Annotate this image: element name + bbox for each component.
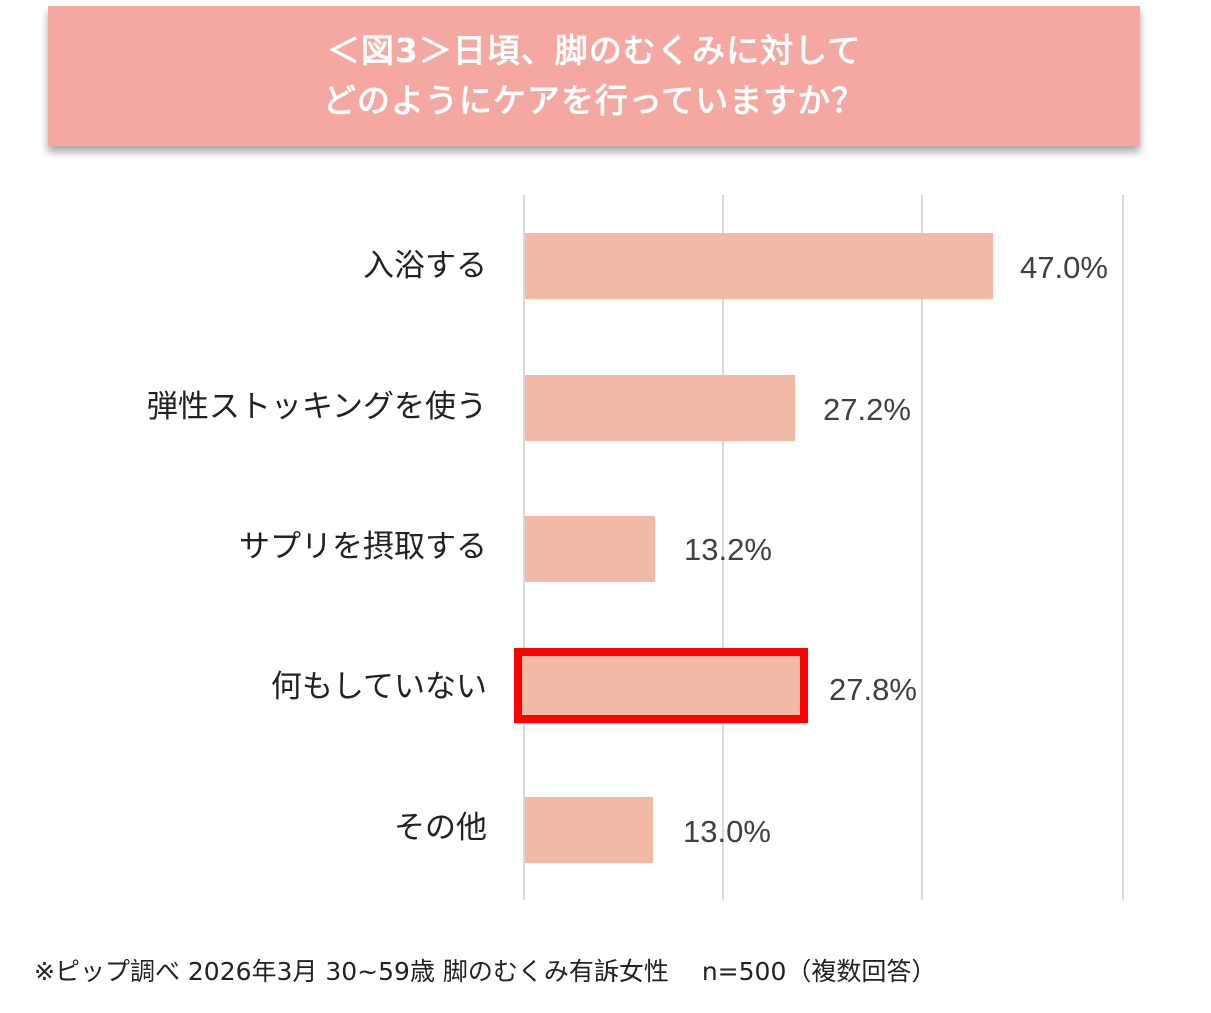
chart-title-line-1: ＜図3＞日頃、脚のむくみに対して [326,31,862,70]
gridline-20 [722,195,724,900]
bar-nothing-highlighted [514,648,808,723]
survey-footnote: ※ピップ調べ 2026年3月 30~59歳 脚のむくみ有訴女性 n=500（複数… [34,957,937,986]
value-label: 27.8% [829,672,917,707]
bar-supplements [525,516,655,582]
value-label: 47.0% [1020,250,1108,285]
bar-other [525,797,653,863]
value-label: 13.0% [683,814,771,849]
chart-title-line-2: どのようにケアを行っていますか？ [322,81,866,120]
gridline-40 [921,195,923,900]
category-label: 何もしていない [270,669,487,705]
gridline-60 [1122,195,1124,900]
bar-bathing [525,233,993,299]
category-label: 入浴する [363,248,487,284]
category-label: 弾性ストッキングを使う [146,389,487,425]
chart-title-banner: ＜図3＞日頃、脚のむくみに対して どのようにケアを行っていますか？ [48,6,1140,146]
category-label: サプリを摂取する [239,529,487,565]
gridline-0 [523,195,525,900]
bar-compression-stockings [525,375,795,441]
value-label: 13.2% [684,532,772,567]
category-label: その他 [394,810,487,846]
value-label: 27.2% [823,392,911,427]
